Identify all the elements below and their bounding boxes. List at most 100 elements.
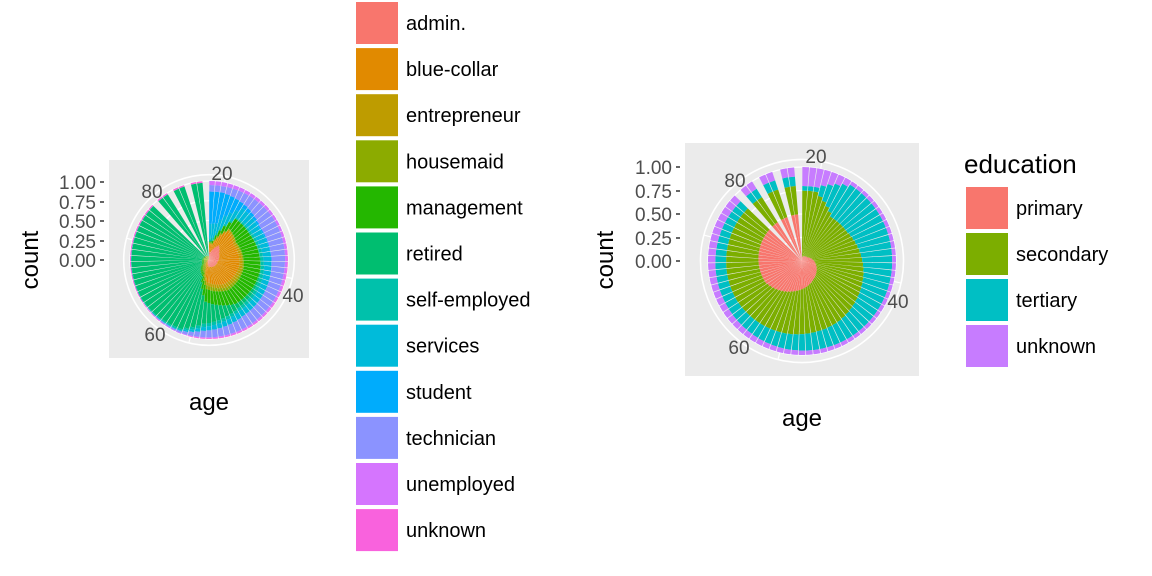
education-chart-bar-segment (802, 191, 819, 257)
job-chart-bar-segment (218, 243, 235, 254)
education-chart-bar-segment (836, 193, 867, 224)
job-chart-bar-segment (223, 231, 226, 234)
job-chart-bar-segment (206, 326, 212, 331)
education-chart-bar-segment (762, 238, 802, 261)
education-chart-x-axis-title: age (782, 405, 822, 432)
education-chart-bar-segment (864, 321, 872, 330)
education-chart-bar-segment (816, 267, 862, 292)
education-chart-bar-segment (802, 190, 813, 257)
education-chart-bar-segment (810, 332, 820, 351)
education-chart-bar-segment (802, 167, 810, 187)
job-legend-label: management (406, 197, 523, 219)
job-chart-bar-segment (221, 320, 228, 327)
job-chart-bar-segment (139, 297, 144, 303)
job-chart-bar-segment (204, 258, 208, 260)
job-chart-bar-segment (166, 322, 172, 327)
job-chart-bar-segment (254, 286, 260, 292)
job-chart-bar-segment (236, 248, 240, 252)
job-chart-bar-segment (237, 245, 240, 249)
job-chart-bar-segment (200, 326, 207, 332)
education-chart-bar-segment (833, 188, 861, 221)
job-chart-bar-segment (228, 228, 231, 231)
education-chart-bar-segment (869, 316, 877, 324)
job-chart-bar-segment (239, 260, 243, 264)
job-chart-bar-segment (193, 336, 200, 338)
job-chart-bar-segment (284, 274, 287, 280)
job-chart-bar-segment (201, 261, 205, 264)
education-chart-bar-segment (762, 341, 771, 349)
education-chart-bar-segment (816, 264, 864, 282)
job-chart-bar-segment (223, 196, 235, 217)
job-chart-bar-segment (145, 210, 150, 215)
education-chart-x-tick: 80 (724, 171, 745, 192)
job-chart-bar-segment (196, 181, 203, 184)
job-chart-bar-segment (271, 266, 285, 274)
job-chart-bar-segment (209, 245, 220, 260)
job-chart-bar-segment (242, 263, 245, 267)
job-chart-bar-segment (187, 331, 195, 337)
job-chart-bar-segment (209, 250, 220, 260)
education-chart-bar-segment (803, 196, 823, 257)
education-legend-key (966, 187, 1008, 229)
job-chart-bar-segment (207, 260, 209, 261)
education-chart-bar-segment (802, 261, 816, 277)
job-chart-bar-segment (193, 336, 200, 339)
job-chart-x-tick: 20 (211, 164, 232, 185)
job-chart-bar-segment (230, 278, 236, 283)
education-chart-bar-segment (798, 350, 806, 355)
job-chart-bar-segment (134, 286, 138, 292)
job-chart-bar-segment (204, 257, 209, 260)
job-chart-bar-segment (211, 242, 214, 245)
job-chart-bar-segment (206, 260, 209, 262)
job-chart-bar-segment (200, 268, 204, 272)
job-chart-bar-segment (205, 285, 208, 290)
job-chart-bar-segment (203, 260, 208, 262)
job-chart-bar-segment (206, 255, 207, 257)
education-chart-bar-segment (740, 185, 751, 197)
job-chart-bar-segment (131, 249, 203, 260)
job-chart-bar-segment (249, 293, 255, 299)
education-chart-bar-segment (794, 214, 802, 261)
education-chart-bar-segment (818, 185, 827, 198)
job-chart-bar-segment (202, 272, 206, 277)
education-chart-bar-segment (757, 197, 778, 225)
job-chart-bar-segment (165, 323, 171, 327)
education-chart-bar-segment (815, 262, 864, 272)
education-legend-label: primary (1016, 198, 1083, 220)
job-chart-bar-segment (205, 263, 207, 265)
education-chart-bar-segment (708, 240, 718, 249)
job-chart-bar-segment (242, 328, 248, 332)
job-chart-bar-segment (209, 260, 213, 268)
job-chart-bar-segment (282, 273, 286, 280)
education-legend-key (966, 325, 1008, 367)
education-chart-bar-segment (886, 226, 892, 235)
job-chart-bar-segment (132, 261, 202, 280)
job-chart-bar-segment (266, 232, 282, 242)
job-chart-bar-segment (212, 237, 218, 250)
job-chart-bar-segment (254, 291, 263, 300)
education-chart-bar-segment (820, 169, 832, 187)
education-chart-bar-segment (802, 261, 817, 272)
job-chart-bar-segment (229, 312, 235, 318)
job-chart-bar-segment (204, 257, 208, 260)
job-chart-bar-segment (241, 245, 258, 253)
job-chart-bar-segment (202, 258, 205, 259)
education-chart-bar-segment (711, 283, 720, 292)
job-chart-bar-segment (211, 321, 217, 326)
education-chart-bar-segment (840, 339, 849, 346)
education-chart-y-tick: 0.25 (635, 229, 672, 250)
job-chart-bar-segment (202, 258, 205, 260)
education-chart-bar-segment (758, 251, 802, 261)
job-chart-bar-segment (160, 320, 166, 324)
education-chart-bar-segment (725, 201, 736, 212)
job-chart-bar-segment (226, 318, 233, 325)
job-chart-bar-segment (250, 288, 255, 294)
job-chart-y-tick: 0.00 (59, 251, 96, 272)
job-chart-bar-segment (218, 258, 240, 261)
job-chart-bar-segment (139, 220, 204, 258)
job-chart-x-tick: 40 (282, 286, 303, 307)
job-chart-bar-segment (270, 249, 286, 257)
education-chart-bar-segment (811, 244, 858, 259)
job-chart-bar-segment (241, 204, 248, 211)
job-chart-bar-segment (209, 180, 215, 186)
